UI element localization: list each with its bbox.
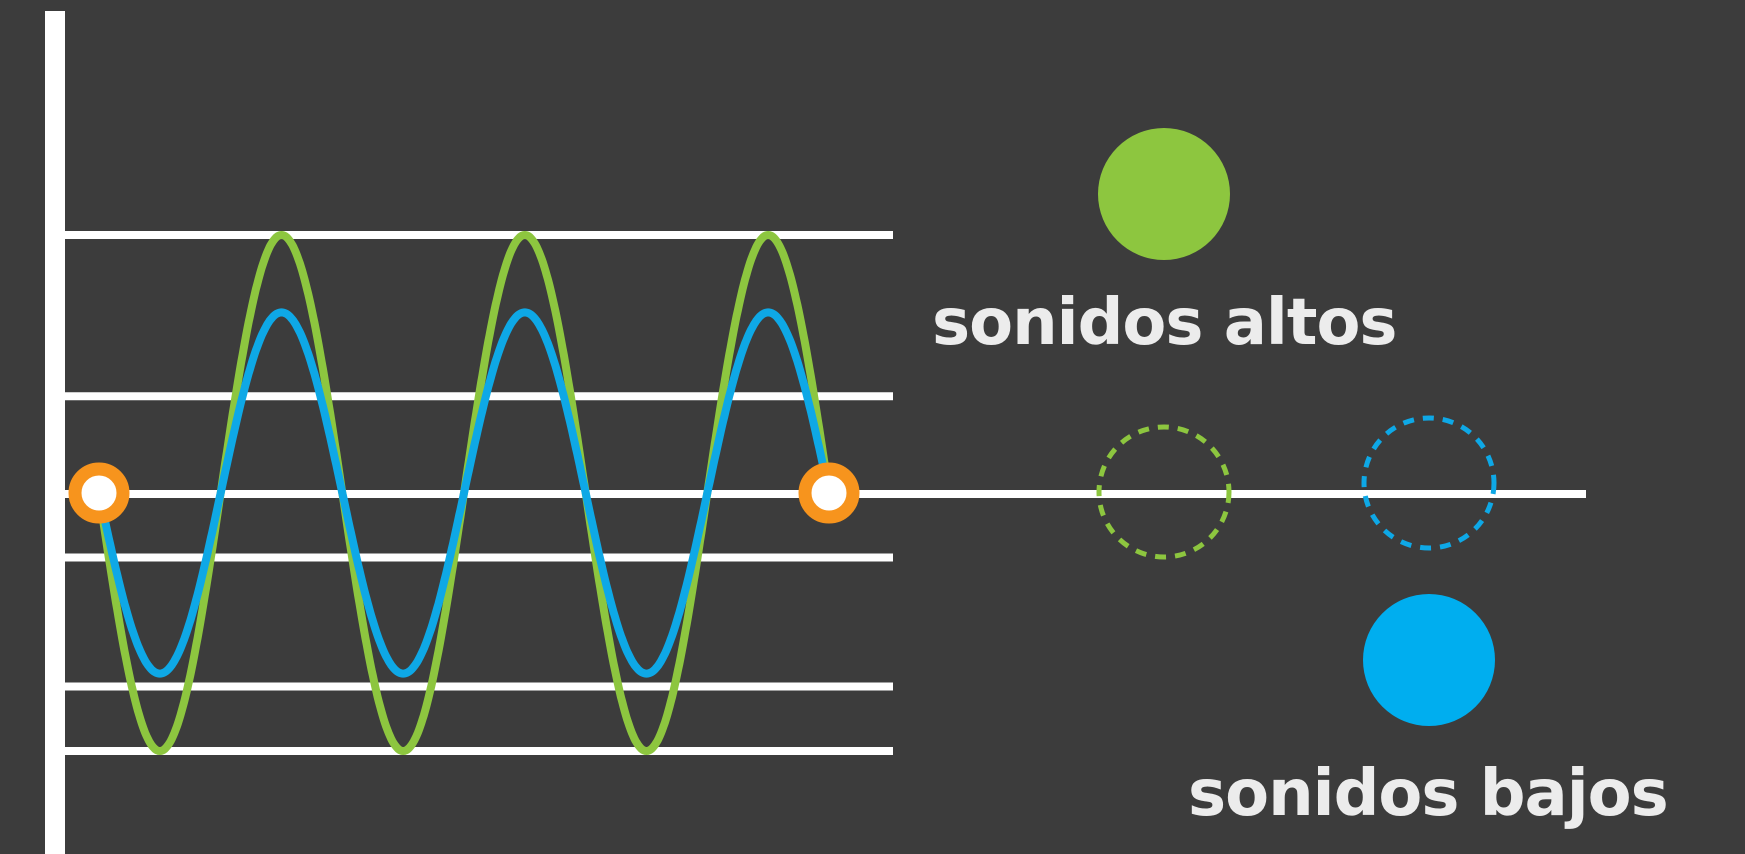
vertical-axis: [45, 11, 65, 854]
low-sound-dashed-ring: [1361, 415, 1497, 551]
low-sound-solid-dot: [1363, 594, 1495, 726]
wave-start-marker: [68, 462, 130, 524]
wave-end-marker: [798, 462, 860, 524]
label-low-sounds: sonidos bajos: [1188, 757, 1669, 831]
label-high-sounds: sonidos altos: [932, 286, 1397, 360]
low-frequency-wave: [95, 308, 833, 678]
high-sound-solid-dot: [1098, 128, 1230, 260]
high-sound-dashed-ring: [1096, 424, 1232, 560]
